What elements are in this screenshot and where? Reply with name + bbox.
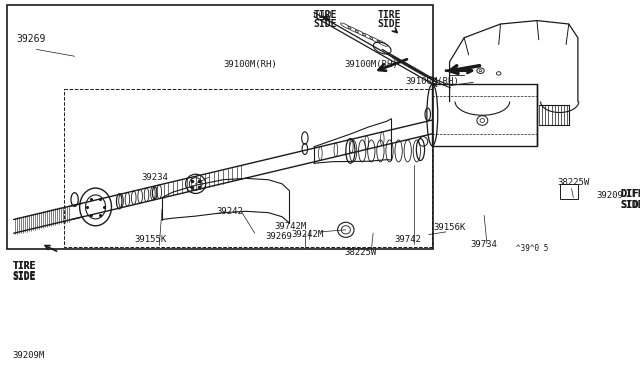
Text: 39155K: 39155K: [134, 235, 167, 244]
Text: 39742: 39742: [394, 235, 421, 244]
Text: ^39^0 5: ^39^0 5: [516, 244, 548, 253]
Text: 39242: 39242: [216, 207, 243, 216]
Text: SIDE: SIDE: [13, 272, 36, 282]
Text: 39742M: 39742M: [275, 222, 307, 231]
Bar: [64, 89, 432, 247]
Text: 39156K: 39156K: [433, 223, 465, 232]
Text: 39234: 39234: [141, 173, 168, 182]
Text: 39734: 39734: [470, 240, 497, 249]
Text: 39269: 39269: [17, 34, 45, 44]
Text: 38225W: 38225W: [557, 178, 589, 187]
Text: SIDE: SIDE: [313, 19, 337, 29]
Text: SIDE: SIDE: [621, 200, 640, 210]
Text: 39242M: 39242M: [291, 230, 323, 239]
Bar: [589, 191, 602, 219]
Text: 39269: 39269: [266, 232, 292, 241]
Text: TIRE: TIRE: [313, 10, 337, 20]
Text: 39100M(RH): 39100M(RH): [344, 60, 397, 69]
Text: 39100M(RH): 39100M(RH): [405, 77, 459, 86]
Text: 39209: 39209: [596, 191, 623, 200]
Text: 38225W: 38225W: [344, 248, 376, 257]
Text: TIRE: TIRE: [13, 261, 36, 271]
Text: 39209M: 39209M: [13, 351, 45, 360]
Text: 39100M(RH): 39100M(RH): [223, 60, 276, 69]
Bar: [20, 335, 36, 371]
Text: SIDE: SIDE: [378, 19, 401, 29]
Text: SIDE: SIDE: [13, 271, 36, 281]
Text: DIFF: DIFF: [621, 189, 640, 199]
Bar: [432, 84, 537, 146]
Text: TIRE: TIRE: [13, 262, 36, 272]
Bar: [7, 6, 433, 249]
Text: TIRE: TIRE: [378, 10, 401, 20]
Text: SIDE: SIDE: [621, 200, 640, 210]
Text: DIFF: DIFF: [621, 189, 640, 199]
Bar: [560, 184, 578, 199]
